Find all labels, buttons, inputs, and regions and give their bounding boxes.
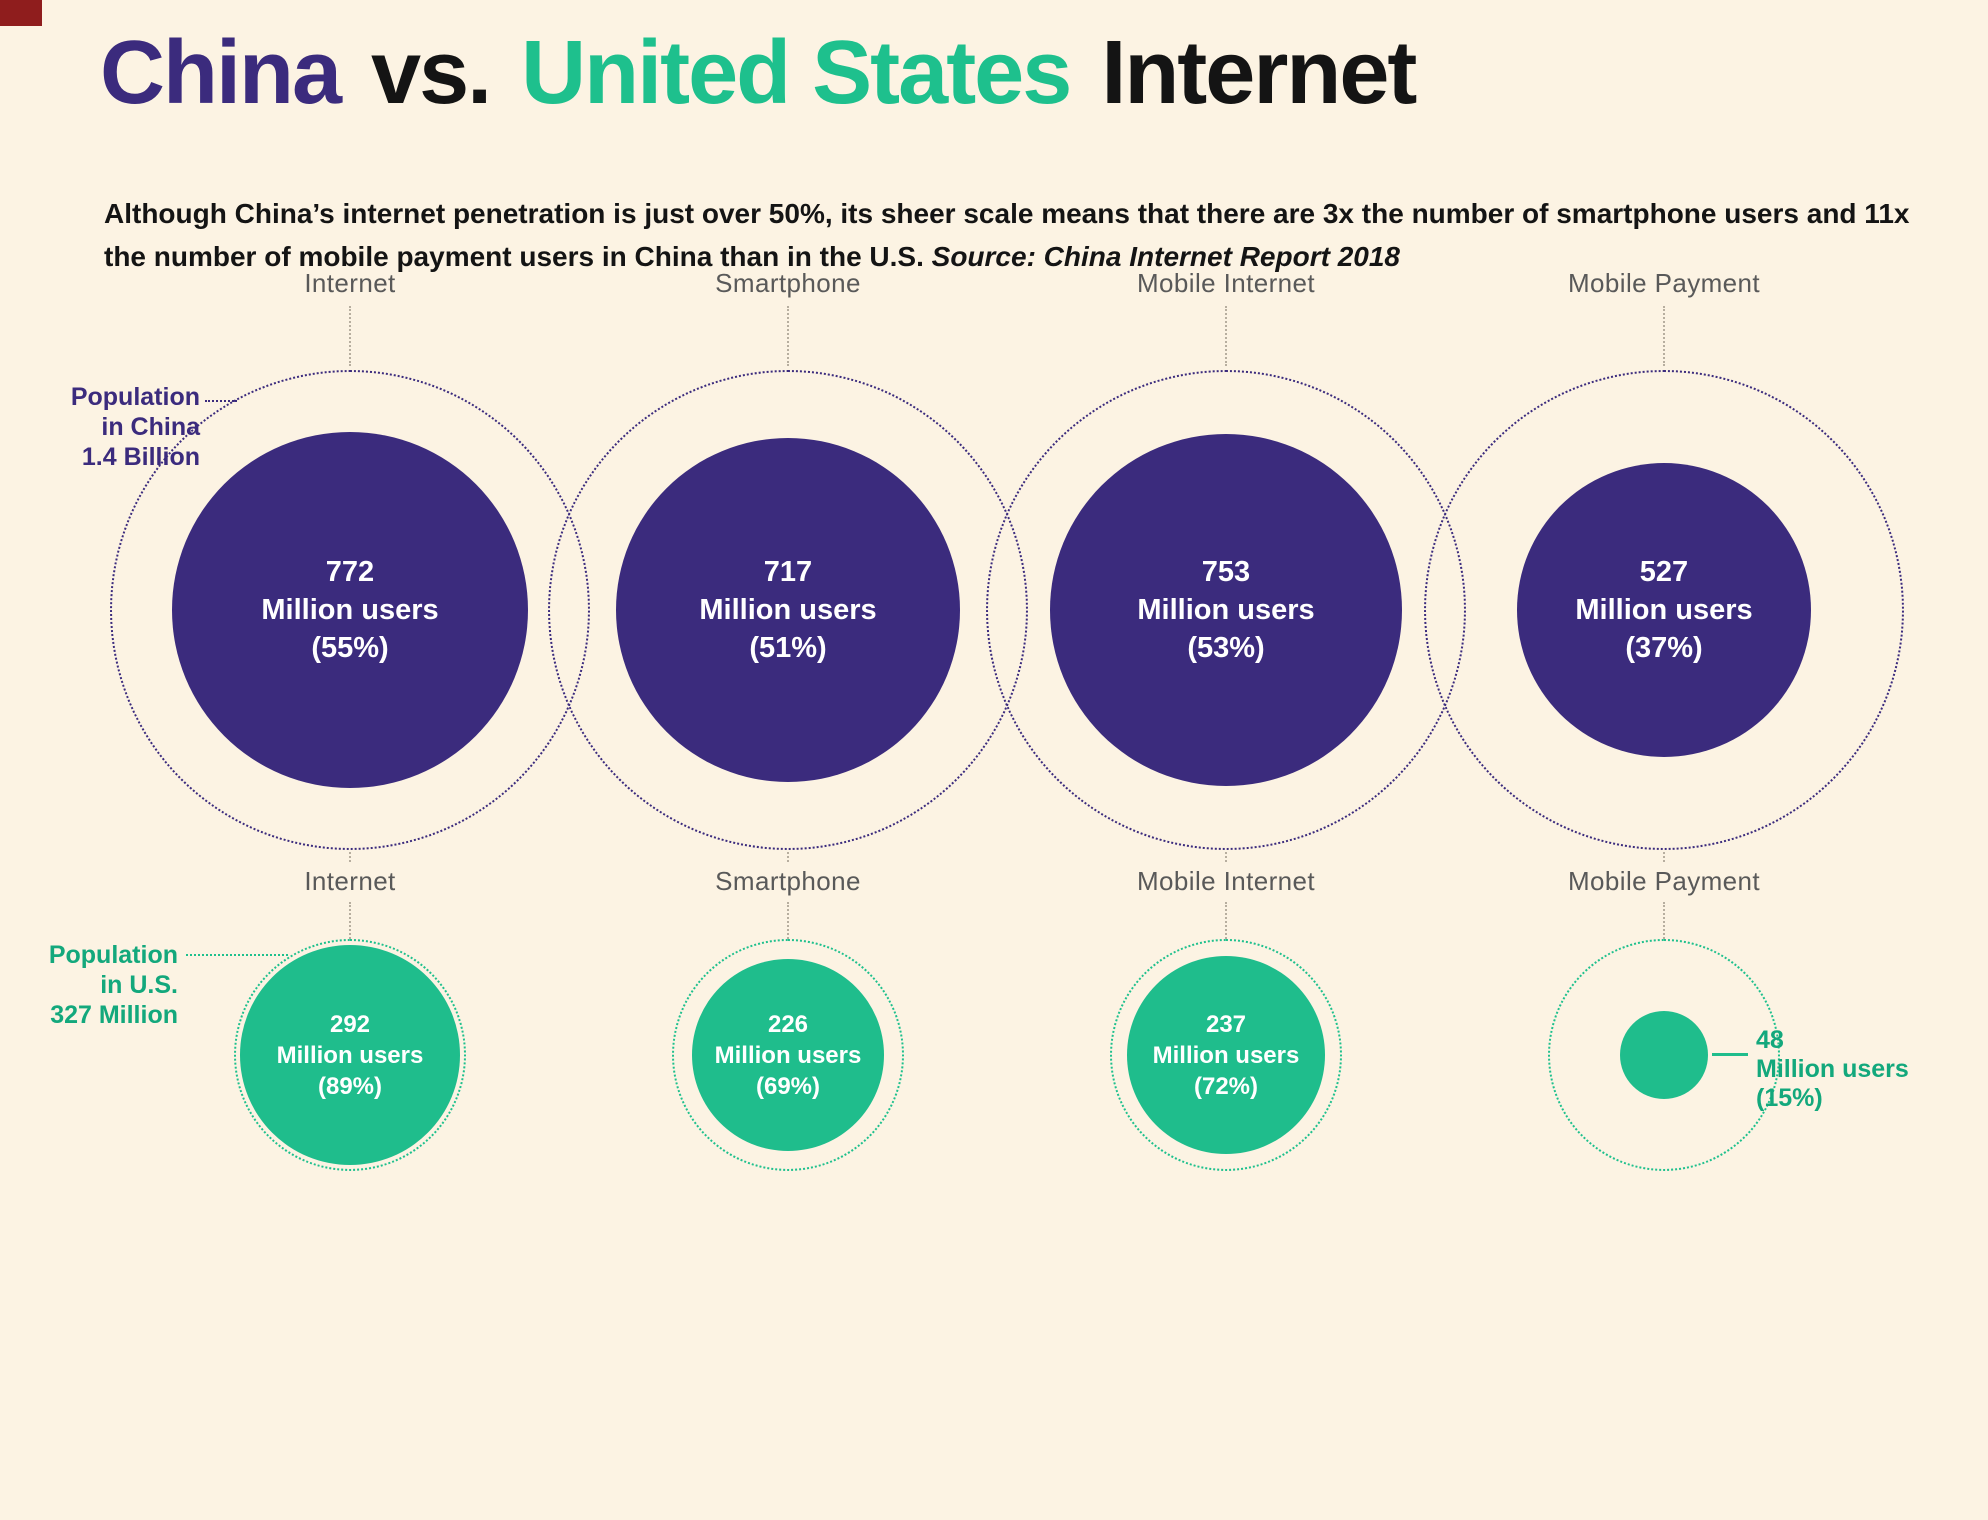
us-users-circle-internet: 292 Million users (89%): [240, 945, 460, 1165]
us-users-circle-mobile-internet: 237 Million users (72%): [1127, 956, 1325, 1154]
china-population-circle-mobile-payment: [1424, 370, 1904, 850]
china-mobile-internet-value: 753: [1201, 556, 1251, 588]
connector-top-smartphone: [787, 306, 789, 366]
connector-mid-smartphone: [787, 852, 789, 862]
title-united-states: United States: [521, 23, 1072, 123]
page-title: China vs. United States Internet: [100, 22, 1423, 126]
us-population-value: 327 Million: [50, 1001, 178, 1029]
us-population-circle-mobile-internet: [1110, 939, 1342, 1171]
china-users-circle-smartphone: 717 Million users (51%): [616, 438, 960, 782]
connector-bottom-smartphone: [787, 902, 789, 939]
category-label-bottom-mobile-payment: Mobile Payment: [1567, 866, 1761, 896]
us-mobile-payment-value: 48: [1756, 1026, 1784, 1054]
source-note: Source: China Internet Report 2018: [931, 241, 1400, 273]
china-internet-percent: (55%): [311, 632, 389, 664]
us-population-leader-line: [186, 954, 288, 956]
category-label-bottom-mobile-internet: Mobile Internet: [1137, 866, 1315, 896]
china-mobile-internet-percent: (53%): [1187, 632, 1265, 664]
us-mobile-payment-callout-line: [1712, 1053, 1748, 1056]
us-population-circle-smartphone: [672, 939, 904, 1171]
connector-bottom-internet: [349, 902, 351, 939]
connector-top-mobile-internet: [1225, 306, 1227, 366]
connector-bottom-mobile-payment: [1663, 902, 1665, 939]
us-population-line1: Population: [48, 941, 178, 969]
us-smartphone-value: 226: [767, 1010, 809, 1038]
us-population-circle-mobile-payment: [1548, 939, 1780, 1171]
us-population-circle-internet: [234, 939, 466, 1171]
us-mobile-payment-unit: Million users: [1756, 1055, 1909, 1083]
subtitle: Although China’s internet penetration is…: [104, 192, 1919, 279]
us-internet-unit: Million users: [276, 1041, 424, 1069]
us-mobile-payment-callout: 48 Million users (15%): [1756, 1026, 1909, 1113]
china-users-circle-internet: 772 Million users (55%): [172, 432, 528, 788]
connector-top-internet: [349, 306, 351, 366]
us-smartphone-unit: Million users: [714, 1041, 862, 1069]
us-internet-value: 292: [329, 1010, 371, 1038]
page-corner-marker: [0, 0, 42, 26]
us-smartphone-percent: (69%): [755, 1072, 821, 1100]
subtitle-text: Although China’s internet penetration is…: [104, 198, 1910, 273]
category-label-top-smartphone: Smartphone: [715, 268, 861, 298]
connector-mid-internet: [349, 852, 351, 862]
china-users-circle-mobile-payment: 527 Million users (37%): [1517, 463, 1811, 757]
china-population-leader-line: [205, 400, 237, 402]
connector-mid-mobile-payment: [1663, 852, 1665, 862]
connector-top-mobile-payment: [1663, 306, 1665, 366]
category-label-top-mobile-payment: Mobile Payment: [1567, 268, 1761, 298]
us-population-note: Population in U.S. 327 Million: [18, 940, 178, 1030]
china-mobile-payment-value: 527: [1639, 556, 1689, 588]
us-mobile-payment-percent: (15%): [1756, 1084, 1823, 1112]
china-users-circle-mobile-internet: 753 Million users (53%): [1050, 434, 1402, 786]
title-internet: Internet: [1101, 23, 1417, 123]
china-internet-unit: Million users: [261, 594, 439, 626]
title-vs: vs.: [371, 23, 492, 123]
us-users-circle-mobile-payment: [1620, 1011, 1708, 1099]
china-population-line2: in China: [101, 413, 200, 441]
china-population-line1: Population: [70, 383, 200, 411]
category-label-top-internet: Internet: [304, 268, 396, 298]
china-smartphone-percent: (51%): [749, 632, 827, 664]
connector-bottom-mobile-internet: [1225, 902, 1227, 939]
category-label-top-mobile-internet: Mobile Internet: [1137, 268, 1315, 298]
us-mobile-internet-value: 237: [1205, 1010, 1247, 1038]
china-smartphone-unit: Million users: [699, 594, 877, 626]
us-internet-percent: (89%): [317, 1072, 383, 1100]
title-china: China: [100, 23, 342, 123]
us-mobile-internet-percent: (72%): [1193, 1072, 1259, 1100]
category-label-bottom-smartphone: Smartphone: [715, 866, 861, 896]
us-population-line2: in U.S.: [100, 971, 178, 999]
us-users-circle-smartphone: 226 Million users (69%): [692, 959, 884, 1151]
us-mobile-internet-unit: Million users: [1152, 1041, 1300, 1069]
category-label-bottom-internet: Internet: [304, 866, 396, 896]
china-mobile-payment-unit: Million users: [1575, 594, 1753, 626]
china-smartphone-value: 717: [763, 556, 813, 588]
china-mobile-payment-percent: (37%): [1625, 632, 1703, 664]
connector-mid-mobile-internet: [1225, 852, 1227, 862]
china-mobile-internet-unit: Million users: [1137, 594, 1315, 626]
china-internet-value: 772: [325, 556, 375, 588]
